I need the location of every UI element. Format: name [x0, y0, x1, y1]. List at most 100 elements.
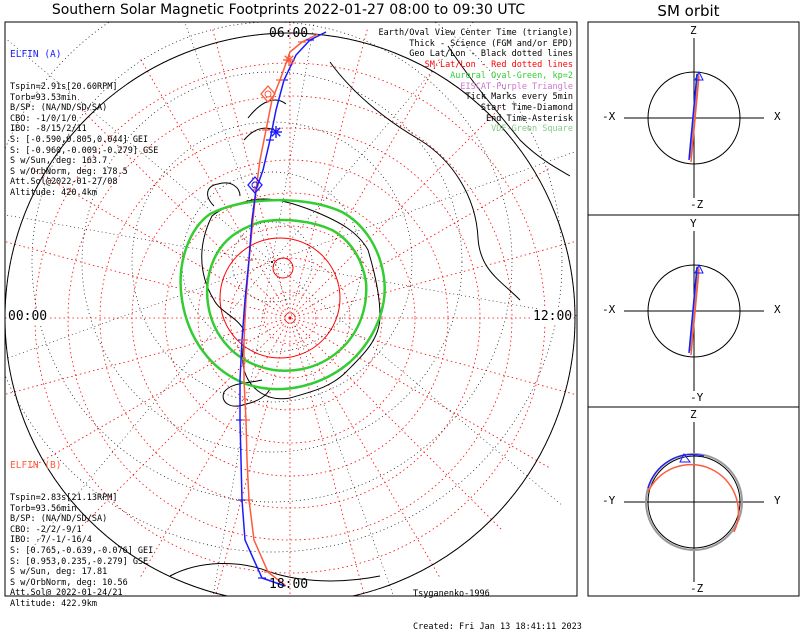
geo-lat-circle — [181, 171, 363, 353]
orbit-panel-3 — [624, 422, 764, 582]
orbit-axis-label-left: -Y — [602, 494, 616, 507]
sm-pole-circle — [272, 257, 294, 279]
coastline — [243, 127, 279, 141]
geo-meridian — [27, 261, 273, 554]
time-label-top: 06:00 — [269, 26, 309, 41]
sm-lat-circle — [263, 291, 317, 345]
orbit-axis-label-right: Y — [774, 494, 781, 507]
sm-meridian — [139, 317, 291, 579]
elfin-a-info-line: Att.Sol@2022-01-27/08 — [10, 177, 118, 188]
legend-item: VDF-Green Square — [491, 124, 573, 135]
elfin-a-info-line: IBO: -8/15/2/11 — [10, 124, 87, 135]
orbit-end-asterisk — [685, 536, 697, 548]
sm-meridian — [5, 317, 291, 395]
coastline — [207, 182, 241, 207]
sm-meridian — [289, 240, 577, 319]
sm-meridian — [29, 317, 291, 469]
created-label: Created: Fri Jan 13 18:41:11 2023 — [413, 622, 582, 632]
elfin-b-start-diamond — [260, 85, 276, 103]
orbit-axis-label-right: X — [774, 303, 781, 316]
sm-meridian — [139, 57, 291, 319]
legend-item: Geo Lat/Lon - Black dotted lines — [409, 49, 573, 60]
elfin-a-end-asterisk-stroke — [271, 127, 281, 137]
elfin-b-info-line: S w/Sun, deg: 17.81 — [10, 567, 108, 578]
elfin-a-info-line: S w/OrbNorm, deg: 178.5 — [10, 166, 128, 177]
elfin-b-info-line: Tspin=2.83s[21.13RPM] — [10, 492, 118, 503]
elfin-a-info-line: S: [-0.590,0.805,0.044] GEI — [10, 134, 149, 145]
elfin-a-info-line: CBO: -1/0/1/0 — [10, 113, 77, 124]
chart-title: Southern Solar Magnetic Footprints 2022-… — [51, 2, 526, 18]
sm-lat-circle — [197, 225, 383, 411]
elfin-a-info-line: B/SP: (NA/ND/SD/SA) — [10, 103, 108, 114]
orbit-axis-label-bottom: -Z — [690, 198, 704, 211]
geo-lat-circle — [5, 22, 563, 553]
sm-meridian — [289, 317, 503, 531]
orbit-panel-2 — [624, 231, 764, 391]
elfin-b-info: ELFIN (B) Tspin=2.83s[21.13RPM] Torb=93.5… — [10, 440, 153, 620]
sm-inner-circle — [219, 237, 341, 359]
elfin-a-info-line: S w/Sun, deg: 163.7 — [10, 156, 108, 167]
coastline — [447, 45, 571, 177]
credit: Tsyganenko-1996 Created: Fri Jan 13 18:4… — [413, 567, 582, 644]
elfin-b-info-line: CBO: -2/2/-9/1 — [10, 524, 82, 535]
orbit-axis-label-bottom: -Y — [690, 391, 704, 404]
elfin-b-info-line: Altitude: 422.9km — [10, 598, 97, 609]
elfin-a-info-line: Tspin=2.91s[20.60RPM] — [10, 81, 118, 92]
orbit-shadow — [688, 73, 700, 159]
legend-item: SM Lat/Lon - Red dotted lines — [424, 60, 573, 71]
elfin-b-details: Tspin=2.83s[21.13RPM] Torb=93.56min B/SP: … — [10, 493, 153, 610]
elfin-b-start-mark — [264, 90, 272, 98]
elfin-b-info-line: Torb=93.56min — [10, 503, 77, 514]
geo-meridian — [212, 261, 273, 596]
elfin-b-end-asterisk-stroke — [284, 55, 294, 65]
coastline — [329, 61, 521, 301]
elfin-b-orbit — [690, 75, 700, 163]
elfin-a-start-mark — [251, 181, 259, 189]
sm-meridian — [77, 105, 291, 319]
elfin-a-info-line: S: [-0.960,-0.009,-0.279] GSE — [10, 145, 159, 156]
orbit-axis-label-bottom: -Z — [690, 582, 704, 595]
elfin-b-orbit — [647, 463, 740, 533]
orbit-panel-1 — [624, 38, 764, 198]
legend-item: Start Time-Diamond — [480, 102, 573, 113]
geo-lat-circle — [31, 22, 513, 503]
map-boundary — [5, 32, 576, 596]
coastline — [247, 99, 287, 119]
elfin-b-orbit — [690, 268, 700, 356]
sm-lat-circle — [164, 192, 416, 444]
sm-meridian — [289, 317, 441, 579]
orbit-axis-label-top: Y — [690, 217, 697, 230]
legend-item: Tick Marks every 5min — [465, 92, 573, 103]
orbit-axis-label-right: X — [774, 110, 781, 123]
sm-meridian — [211, 28, 291, 319]
elfin-b-info-line: S w/OrbNorm, deg: 10.56 — [10, 577, 128, 588]
orbit-shadow — [688, 266, 700, 352]
orbit-axis-label-left: -X — [602, 110, 616, 123]
geo-meridian — [5, 261, 273, 360]
geo-meridian — [271, 261, 394, 596]
sm-meridian — [289, 105, 503, 319]
legend: Earth/Oval View Center Time (triangle) Th… — [379, 28, 573, 135]
sm-meridian — [289, 317, 551, 469]
elfin-b-info-line: S: [0.953,0.235,-0.279] GSE — [10, 556, 149, 567]
time-label-right: 12:00 — [533, 309, 573, 324]
elfin-b-info-line: IBO: -7/-1/-16/4 — [10, 535, 92, 546]
elfin-a-orbit — [688, 73, 698, 161]
elfin-a-orbit — [688, 266, 698, 354]
orbit-plots — [624, 38, 764, 582]
orbit-axis-label-top: Z — [690, 24, 697, 37]
sm-meridian — [289, 167, 551, 319]
sm-meridian — [289, 57, 441, 319]
sm-meridian — [77, 317, 291, 531]
orbit-axis-label-top: Z — [690, 408, 697, 421]
legend-item: Auroral Oval-Green, kp=2 — [450, 70, 573, 81]
geo-lat-circle — [131, 121, 413, 403]
orbit-panel-title: SM orbit — [657, 2, 720, 20]
elfin-b-info-line: Att.Sol@ 2022-01-24/21 — [10, 588, 123, 599]
legend-item: Thick - Science (FGM and/or EPD) — [409, 38, 573, 49]
legend-item: Earth/Oval View Center Time (triangle) — [378, 28, 573, 38]
elfin-a-info-line: Torb=93.53min — [10, 92, 77, 103]
elfin-b-info-line: S: [0.765,-0.639,-0.076] GEI — [10, 545, 154, 556]
sm-meridian — [215, 317, 291, 596]
orbit-triangle — [679, 453, 691, 463]
